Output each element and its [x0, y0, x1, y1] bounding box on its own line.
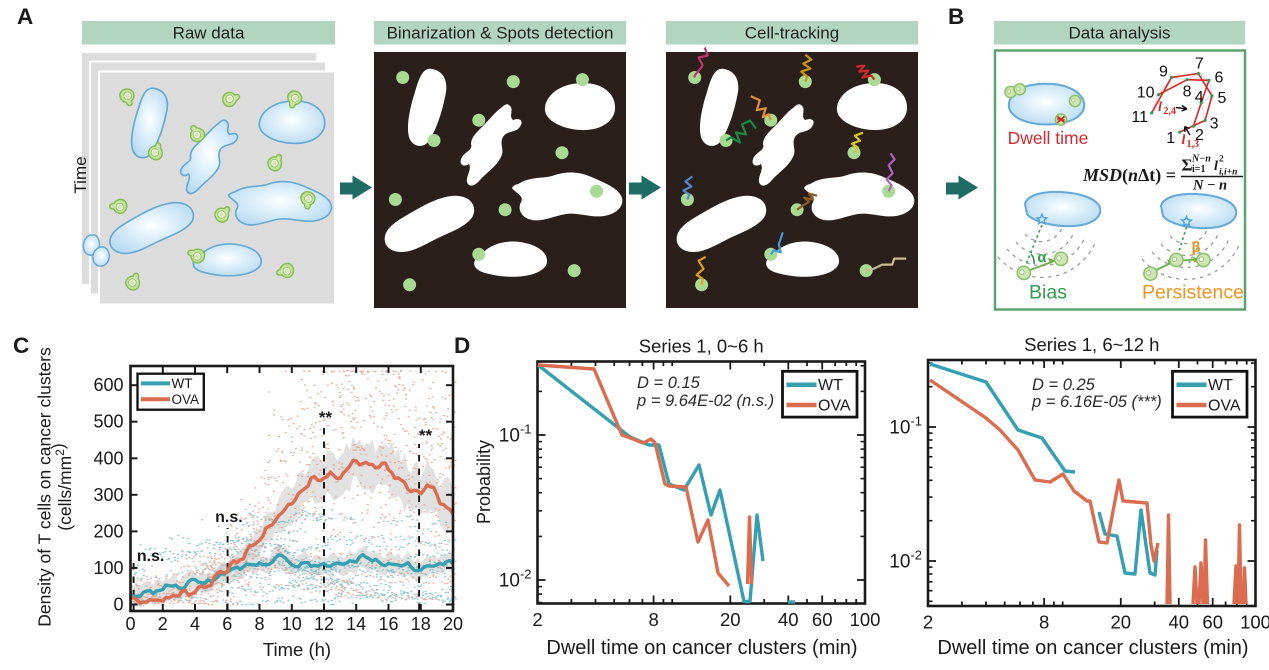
- svg-text:4: 4: [1195, 89, 1204, 106]
- svg-text:A: A: [17, 4, 33, 29]
- svg-text:16: 16: [378, 614, 398, 634]
- svg-text:Probability: Probability: [474, 440, 494, 524]
- svg-text:n.s.: n.s.: [137, 548, 165, 565]
- svg-text:D = 0.15: D = 0.15: [637, 374, 701, 392]
- svg-text:100: 100: [1240, 612, 1269, 633]
- svg-text:2: 2: [923, 612, 933, 633]
- svg-text:8: 8: [254, 614, 264, 634]
- svg-text:C: C: [13, 333, 29, 358]
- svg-text:60: 60: [1202, 612, 1223, 633]
- svg-text:Persistence: Persistence: [1142, 282, 1244, 304]
- svg-text:β: β: [1192, 240, 1201, 256]
- svg-text:l: l: [1182, 133, 1186, 148]
- svg-text:N − n: N − n: [1192, 178, 1227, 194]
- svg-text:D: D: [454, 333, 470, 358]
- svg-text:N−n: N−n: [1191, 154, 1211, 165]
- svg-text:2: 2: [1219, 155, 1224, 165]
- svg-text:l: l: [1158, 100, 1162, 115]
- svg-text:10: 10: [282, 614, 302, 634]
- svg-text:5: 5: [1218, 90, 1227, 107]
- svg-text:200: 200: [93, 521, 123, 541]
- svg-text:40: 40: [778, 609, 799, 630]
- svg-text:α: α: [1038, 250, 1047, 266]
- svg-text:OVA: OVA: [172, 392, 200, 407]
- svg-text:9: 9: [1159, 63, 1168, 80]
- svg-text:10: 10: [1137, 85, 1155, 102]
- svg-text:Σ: Σ: [1182, 156, 1193, 175]
- svg-text:p = 6.16E-05 (***): p = 6.16E-05 (***): [1031, 393, 1162, 411]
- svg-text:Time: Time: [71, 156, 90, 193]
- svg-text:18: 18: [411, 614, 431, 634]
- svg-text:n.s.: n.s.: [215, 509, 243, 526]
- svg-text:8: 8: [648, 609, 658, 630]
- svg-text:500: 500: [93, 412, 123, 432]
- svg-text:WT: WT: [172, 376, 193, 391]
- svg-text:11: 11: [1131, 109, 1148, 126]
- svg-text:100: 100: [93, 558, 123, 578]
- svg-text:Binarization & Spots detection: Binarization & Spots detection: [387, 24, 614, 43]
- svg-text:100: 100: [850, 609, 881, 630]
- svg-text:8: 8: [1039, 612, 1049, 633]
- svg-text:2: 2: [158, 614, 168, 634]
- svg-text:**: **: [419, 426, 433, 445]
- svg-text:1,3: 1,3: [1187, 139, 1200, 150]
- svg-text:400: 400: [93, 448, 123, 468]
- svg-text:2: 2: [1195, 127, 1204, 144]
- svg-text:60: 60: [812, 609, 833, 630]
- svg-text:l: l: [1214, 159, 1218, 174]
- svg-text:Series 1, 6~12 h: Series 1, 6~12 h: [1024, 334, 1159, 355]
- svg-text:0: 0: [125, 614, 135, 634]
- svg-text:Dwell time on cancer clusters: Dwell time on cancer clusters (min): [546, 637, 857, 659]
- svg-text:i=1: i=1: [1192, 164, 1205, 175]
- svg-text:D = 0.25: D = 0.25: [1032, 376, 1096, 394]
- svg-text:1: 1: [1166, 130, 1175, 147]
- svg-text:6: 6: [222, 614, 232, 634]
- svg-text:**: **: [319, 408, 333, 427]
- svg-text:i,i+n: i,i+n: [1219, 168, 1237, 178]
- svg-text:300: 300: [93, 485, 123, 505]
- svg-text:20: 20: [443, 614, 463, 634]
- svg-text:7: 7: [1195, 56, 1204, 73]
- svg-text:Cell-tracking: Cell-tracking: [745, 24, 839, 43]
- svg-text:4: 4: [190, 614, 200, 634]
- svg-text:Series 1, 0~6 h: Series 1, 0~6 h: [639, 336, 764, 357]
- svg-text:Dwell time: Dwell time: [1008, 128, 1089, 148]
- svg-text:3: 3: [1210, 115, 1219, 132]
- svg-text:2: 2: [532, 609, 542, 630]
- svg-text:Time (h): Time (h): [263, 639, 331, 660]
- svg-text:OVA: OVA: [818, 398, 851, 415]
- svg-text:OVA: OVA: [1208, 398, 1241, 415]
- svg-text:14: 14: [346, 614, 366, 634]
- svg-text:MSD(nΔt) =: MSD(nΔt) =: [1082, 165, 1176, 186]
- svg-text:20: 20: [720, 609, 741, 630]
- svg-text:Raw data: Raw data: [173, 24, 245, 43]
- svg-text:Density of T cells on cancer c: Density of T cells on cancer clusters: [35, 347, 55, 627]
- svg-text:WT: WT: [1208, 377, 1233, 394]
- svg-text:8: 8: [1183, 84, 1192, 101]
- svg-text:0: 0: [113, 595, 123, 615]
- svg-text:Data analysis: Data analysis: [1068, 24, 1170, 43]
- svg-text:p = 9.64E-02 (n.s.): p = 9.64E-02 (n.s.): [636, 392, 774, 410]
- svg-text:40: 40: [1169, 612, 1190, 633]
- svg-text:Dwell time on cancer clusters: Dwell time on cancer clusters (min): [937, 637, 1248, 659]
- svg-text:B: B: [948, 4, 964, 29]
- svg-text:Bias: Bias: [1029, 282, 1067, 304]
- svg-text:600: 600: [93, 375, 123, 395]
- svg-text:2,4: 2,4: [1164, 106, 1177, 117]
- svg-text:20: 20: [1111, 612, 1132, 633]
- svg-text:6: 6: [1215, 69, 1224, 86]
- svg-text:WT: WT: [818, 377, 843, 394]
- svg-text:12: 12: [314, 614, 334, 634]
